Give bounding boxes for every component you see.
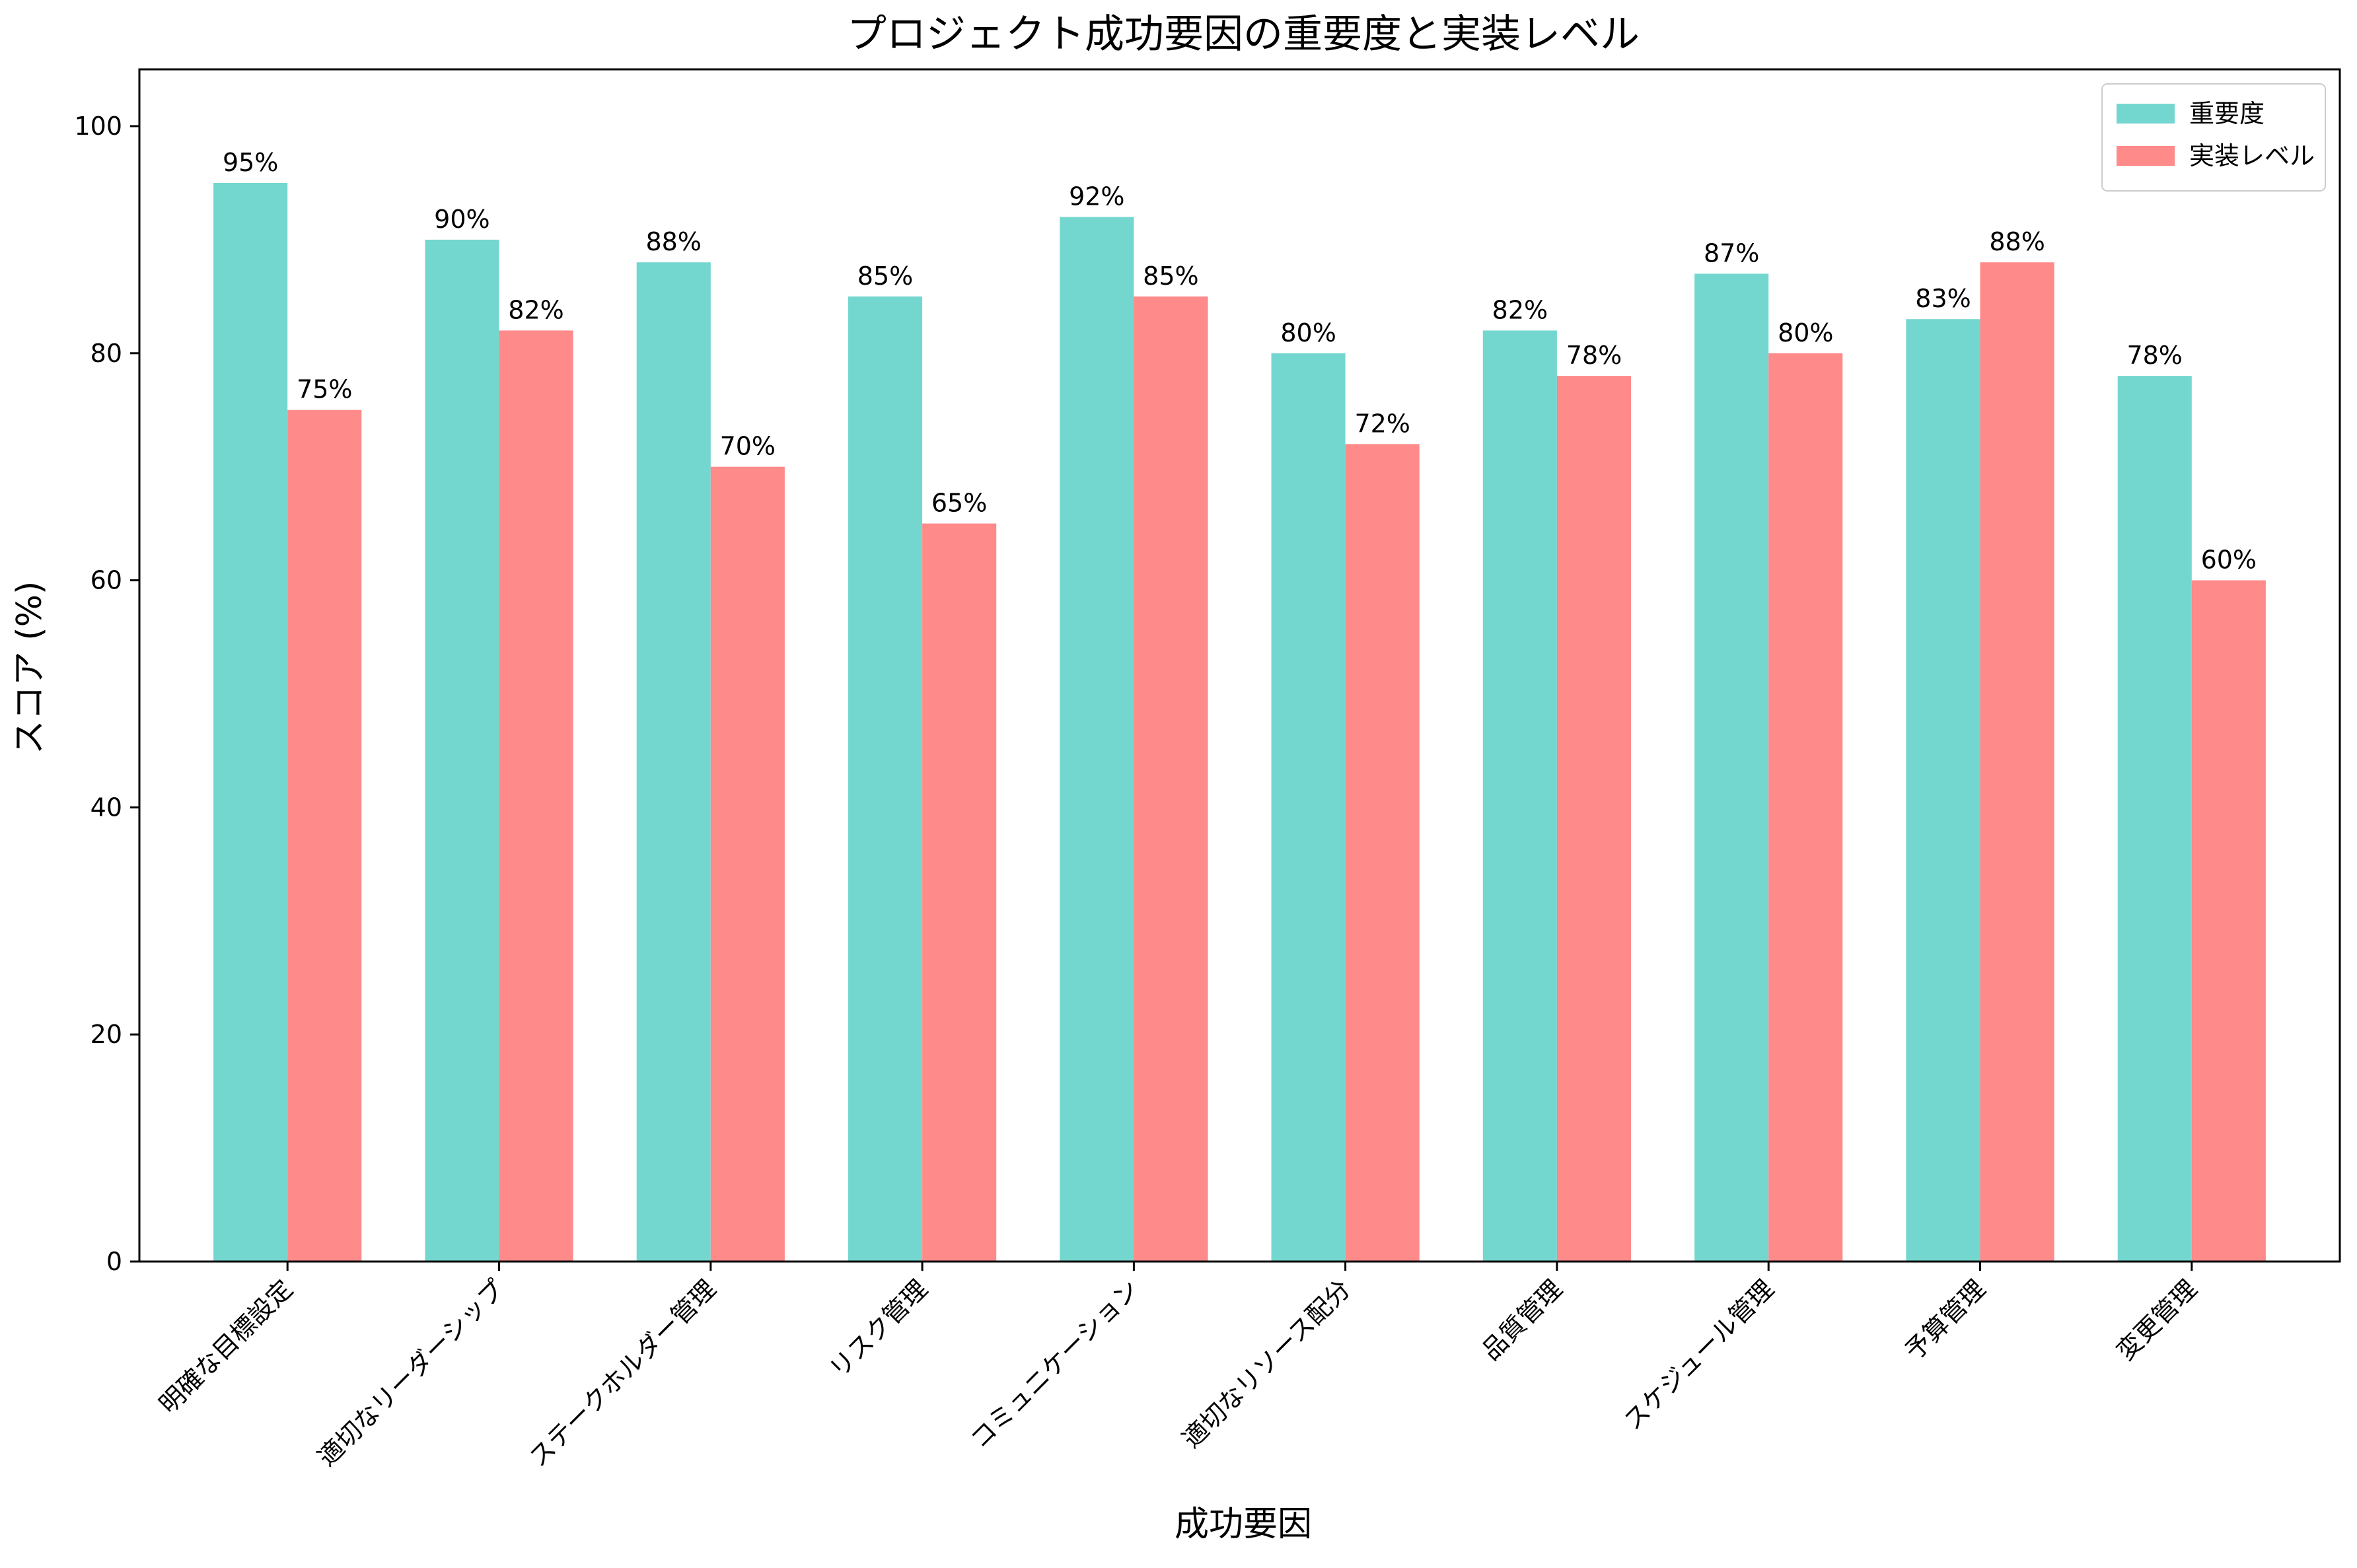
y-tick-label: 40 [91,793,122,822]
value-label: 85% [857,262,913,291]
bar-series2 [710,466,785,1262]
value-label: 78% [2126,341,2182,370]
x-axis-label: 成功要因 [1175,1505,1312,1544]
bar-series1 [1906,319,1980,1262]
bar-series1 [213,182,288,1262]
bar-series2 [1556,376,1631,1262]
bar-series1 [1271,353,1346,1262]
bar-series1 [1060,217,1134,1262]
value-label: 65% [931,489,987,518]
legend-label: 実装レベル [2189,141,2315,170]
bar-series2 [2191,580,2266,1262]
bar-series2 [1980,262,2054,1262]
legend-swatch [2117,146,2175,166]
bar-series1 [636,262,711,1262]
value-label: 88% [645,227,701,256]
value-label: 82% [1492,295,1548,324]
value-label: 72% [1354,409,1410,438]
value-label: 75% [297,375,352,404]
value-label: 80% [1280,318,1336,347]
value-label: 88% [1989,227,2045,256]
bar-series2 [1768,353,1843,1262]
bar-series1 [848,296,923,1262]
bar-series2 [1134,296,1208,1262]
bar-series2 [1345,444,1420,1262]
bar-series2 [287,410,362,1262]
value-label: 70% [720,432,776,461]
value-label: 80% [1778,318,1833,347]
y-axis-label: スコア (%) [10,581,50,755]
bar-series1 [425,239,499,1262]
value-label: 85% [1143,262,1198,291]
y-tick-label: 100 [74,112,122,141]
y-tick-label: 60 [91,566,122,595]
value-label: 78% [1566,341,1622,370]
value-labels-layer: 95% 75% 90% 82% 88% 70% 85% 65% 92% 85% 80% 72% 82% 7… [223,148,2257,575]
y-tick-label: 0 [106,1247,122,1276]
value-label: 83% [1915,284,1971,313]
bar-series1 [1482,330,1557,1262]
value-label: 92% [1069,182,1124,211]
legend-swatch [2117,104,2175,124]
value-label: 60% [2201,546,2257,575]
value-label: 90% [434,205,490,234]
bar-series2 [922,523,997,1262]
y-tick-label: 20 [91,1020,122,1049]
bars-layer [213,182,2266,1262]
value-label: 87% [1704,238,1759,267]
chart-title: プロジェクト成功要因の重要度と実装レベル [847,11,1640,57]
bar-series2 [499,330,573,1262]
bar-series1 [2117,376,2192,1262]
bar-series1 [1694,273,1769,1262]
value-label: 82% [508,295,563,324]
y-axis: 0 20 40 60 80 100 [74,112,139,1276]
value-label: 95% [223,148,278,177]
legend-label: 重要度 [2189,99,2265,128]
y-tick-label: 80 [91,339,122,368]
plot-frame [138,68,2341,1263]
